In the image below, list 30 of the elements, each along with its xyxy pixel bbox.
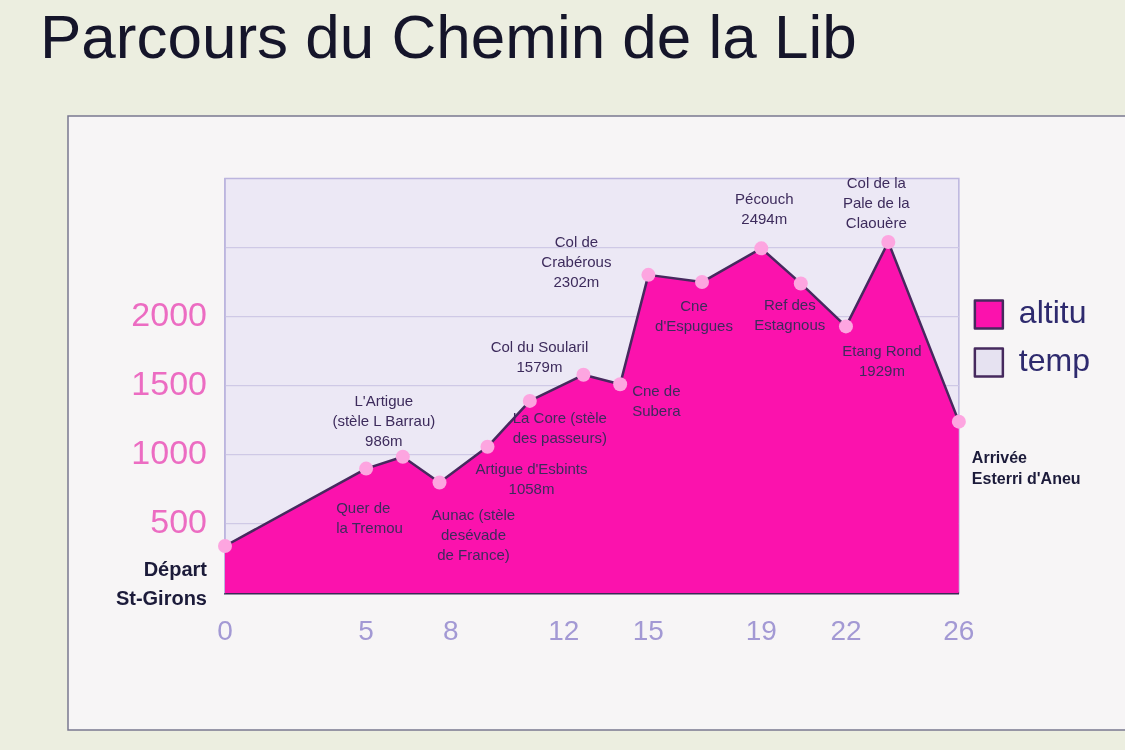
y-tick-label: 1500 [131, 364, 207, 403]
annotation: Arrivée Esterri d'Aneu [971, 449, 1081, 488]
y-tick-label: 500 [150, 502, 207, 541]
annotation: Artigue d'Esbints 1058m [475, 459, 588, 497]
annotation: Cne d'Espugues [655, 297, 733, 335]
chart-title: Parcours du Chemin de la Lib [40, 2, 857, 72]
annotation: Col du Soularil 1579m [490, 337, 589, 375]
y-tick-label: 1000 [131, 433, 207, 472]
annotation: Col de Crabérous 2302m [541, 233, 612, 290]
annotation: Etang Rond 1929m [842, 341, 922, 379]
annotation: Cne de Subera [632, 382, 682, 420]
annotation: Pécouch 2494m [735, 190, 794, 228]
x-tick-label: 26 [943, 614, 975, 646]
annotation: L'Artigue (stèle L Barrau) 986m [332, 391, 436, 449]
x-tick-label: 12 [548, 614, 580, 646]
annotation: Ref des Estagnous [754, 295, 826, 333]
x-tick-label: 15 [632, 614, 664, 646]
annotation: Aunac (stèle desévade de France) [431, 505, 516, 563]
annotation: Départ St-Girons [115, 557, 208, 609]
annotation: Quer de la Tremou [336, 498, 403, 536]
legend-label: temp [1018, 342, 1090, 379]
x-tick-label: 0 [217, 614, 233, 646]
x-tick-label: 22 [830, 614, 862, 646]
x-tick-label: 5 [358, 614, 374, 646]
annotation: Col de la Pale de la Claouère [842, 174, 911, 232]
x-tick-label: 8 [443, 614, 459, 646]
x-tick-label: 19 [745, 614, 777, 646]
annotation: La Core (stèle des passeurs) [512, 409, 607, 447]
legend-label: altitu [1018, 294, 1087, 331]
y-tick-label: 2000 [131, 294, 207, 333]
